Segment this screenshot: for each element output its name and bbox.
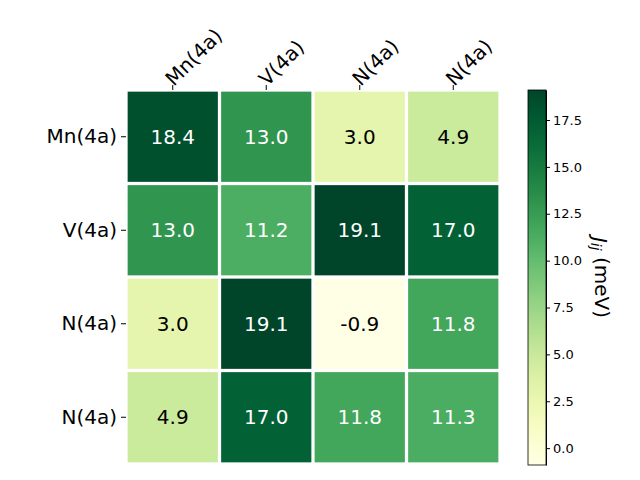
y-tick: N(4a): [61, 405, 126, 429]
data-label: 19.1: [244, 312, 289, 336]
colorbar-tick-label: 5.0: [553, 347, 574, 362]
chart: 18.4 13.0 3.0 4.9 13.0 11.2 19.1 17.0 3.0 19.1 -0.…: [0, 0, 640, 480]
cell: [128, 372, 218, 462]
data-label: 18.4: [150, 125, 195, 149]
cell: [128, 279, 218, 369]
data-label: 11.8: [431, 312, 476, 336]
colorbar-tick-label: 10.0: [553, 253, 582, 268]
cell: [408, 92, 498, 182]
colorbar-tick-mark: [546, 448, 550, 449]
cell: [128, 92, 218, 182]
colorbar-tick-mark: [546, 120, 550, 121]
y-tick-label: N(4a): [61, 311, 117, 335]
colorbar-tick-label: 17.5: [553, 113, 582, 128]
colorbar-tick-label: 15.0: [553, 160, 582, 175]
colorbar-label: Jij (meV): [588, 233, 614, 318]
cell: [221, 372, 311, 462]
cell: [221, 92, 311, 182]
y-tick-label: V(4a): [63, 218, 117, 242]
x-tick: Mn(4a): [160, 24, 227, 91]
colorbar-tick-label: 7.5: [553, 300, 574, 315]
x-tick: N(4a): [441, 34, 497, 90]
cells: [128, 92, 499, 463]
cell: [315, 279, 405, 369]
colorbar-tick: 10.0: [546, 253, 582, 268]
x-axis: Mn(4a) V(4a) N(4a) N(4a): [160, 24, 497, 91]
data-label: 11.8: [337, 405, 382, 429]
y-tick-mark: [121, 230, 126, 231]
y-tick-label: N(4a): [61, 405, 117, 429]
cell: [221, 279, 311, 369]
colorbar-tick: 7.5: [546, 300, 574, 315]
x-tick-label: N(4a): [347, 34, 403, 90]
data-label: 4.9: [437, 125, 469, 149]
colorbar-tick: 5.0: [546, 347, 574, 362]
data-label: 17.0: [431, 218, 476, 242]
x-tick: N(4a): [347, 34, 403, 90]
data-label: 19.1: [337, 218, 382, 242]
cell: [408, 372, 498, 462]
data-label: 11.3: [431, 405, 476, 429]
cell: [315, 92, 405, 182]
cell: [315, 372, 405, 462]
x-tick-label: Mn(4a): [160, 24, 227, 91]
data-label: 17.0: [244, 405, 289, 429]
colorbar: [528, 90, 546, 465]
colorbar-tick-mark: [546, 214, 550, 215]
x-tick-label: V(4a): [254, 35, 309, 90]
data-label: 11.2: [244, 218, 289, 242]
colorbar-axis: 0.0 2.5 5.0 7.5 10.0 12.5 15.0 17.5: [546, 91, 582, 466]
x-tick: V(4a): [254, 35, 309, 90]
colorbar-frame: [528, 90, 546, 465]
cell: [315, 185, 405, 275]
y-axis: Mn(4a) V(4a) N(4a) N(4a): [46, 124, 126, 429]
colorbar-tick-mark: [546, 308, 550, 309]
colorbar-tick-mark: [546, 261, 550, 262]
cell-labels: 18.4 13.0 3.0 4.9 13.0 11.2 19.1 17.0 3.0 19.1 -0.…: [150, 125, 475, 430]
colorbar-tick: 17.5: [546, 113, 582, 128]
y-tick: V(4a): [63, 218, 126, 242]
colorbar-axis-line: [546, 91, 547, 466]
colorbar-tick-mark: [546, 354, 550, 355]
data-label: 13.0: [244, 125, 289, 149]
colorbar-tick-mark: [546, 401, 550, 402]
colorbar-tick: 12.5: [546, 206, 582, 221]
y-tick-mark: [121, 136, 126, 137]
y-tick: N(4a): [61, 311, 126, 335]
colorbar-tick: 15.0: [546, 160, 582, 175]
colorbar-tick-mark: [546, 167, 550, 168]
colorbar-tick-label: 0.0: [553, 441, 574, 456]
data-label: 3.0: [157, 312, 189, 336]
data-label: 13.0: [150, 218, 195, 242]
cell: [128, 185, 218, 275]
data-label: 4.9: [157, 405, 189, 429]
colorbar-tick-label: 12.5: [553, 206, 582, 221]
data-label: -0.9: [340, 312, 379, 336]
colorbar-tick-label: 2.5: [553, 394, 574, 409]
colorbar-tick: 0.0: [546, 441, 574, 456]
cell: [221, 185, 311, 275]
y-tick-label: Mn(4a): [46, 124, 117, 148]
data-label: 3.0: [344, 125, 376, 149]
cell: [408, 185, 498, 275]
y-tick: Mn(4a): [46, 124, 126, 148]
cell: [408, 279, 498, 369]
colorbar-tick: 2.5: [546, 394, 574, 409]
y-tick-mark: [121, 323, 126, 324]
y-tick-mark: [121, 417, 126, 418]
x-tick-label: N(4a): [441, 34, 497, 90]
